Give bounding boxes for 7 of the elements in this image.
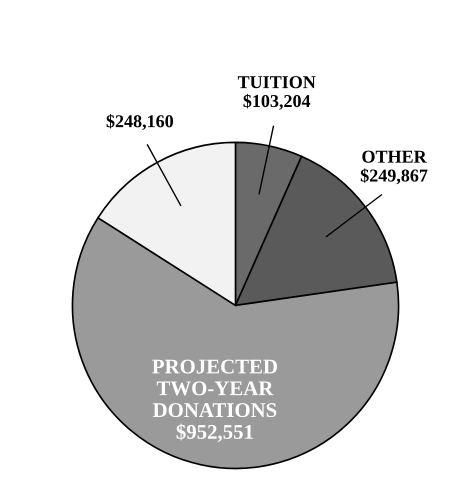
slice-label: TUITION	[238, 76, 316, 88]
slice-label: OTHER	[362, 150, 427, 163]
data-label: $952,551	[176, 424, 253, 442]
data-label: $103,204	[243, 94, 310, 110]
data-label: $248,160	[106, 114, 173, 130]
data-label: $249,867	[360, 168, 428, 184]
slice-label: PROJECTED TWO-YEAR DONATIONS	[152, 360, 277, 418]
